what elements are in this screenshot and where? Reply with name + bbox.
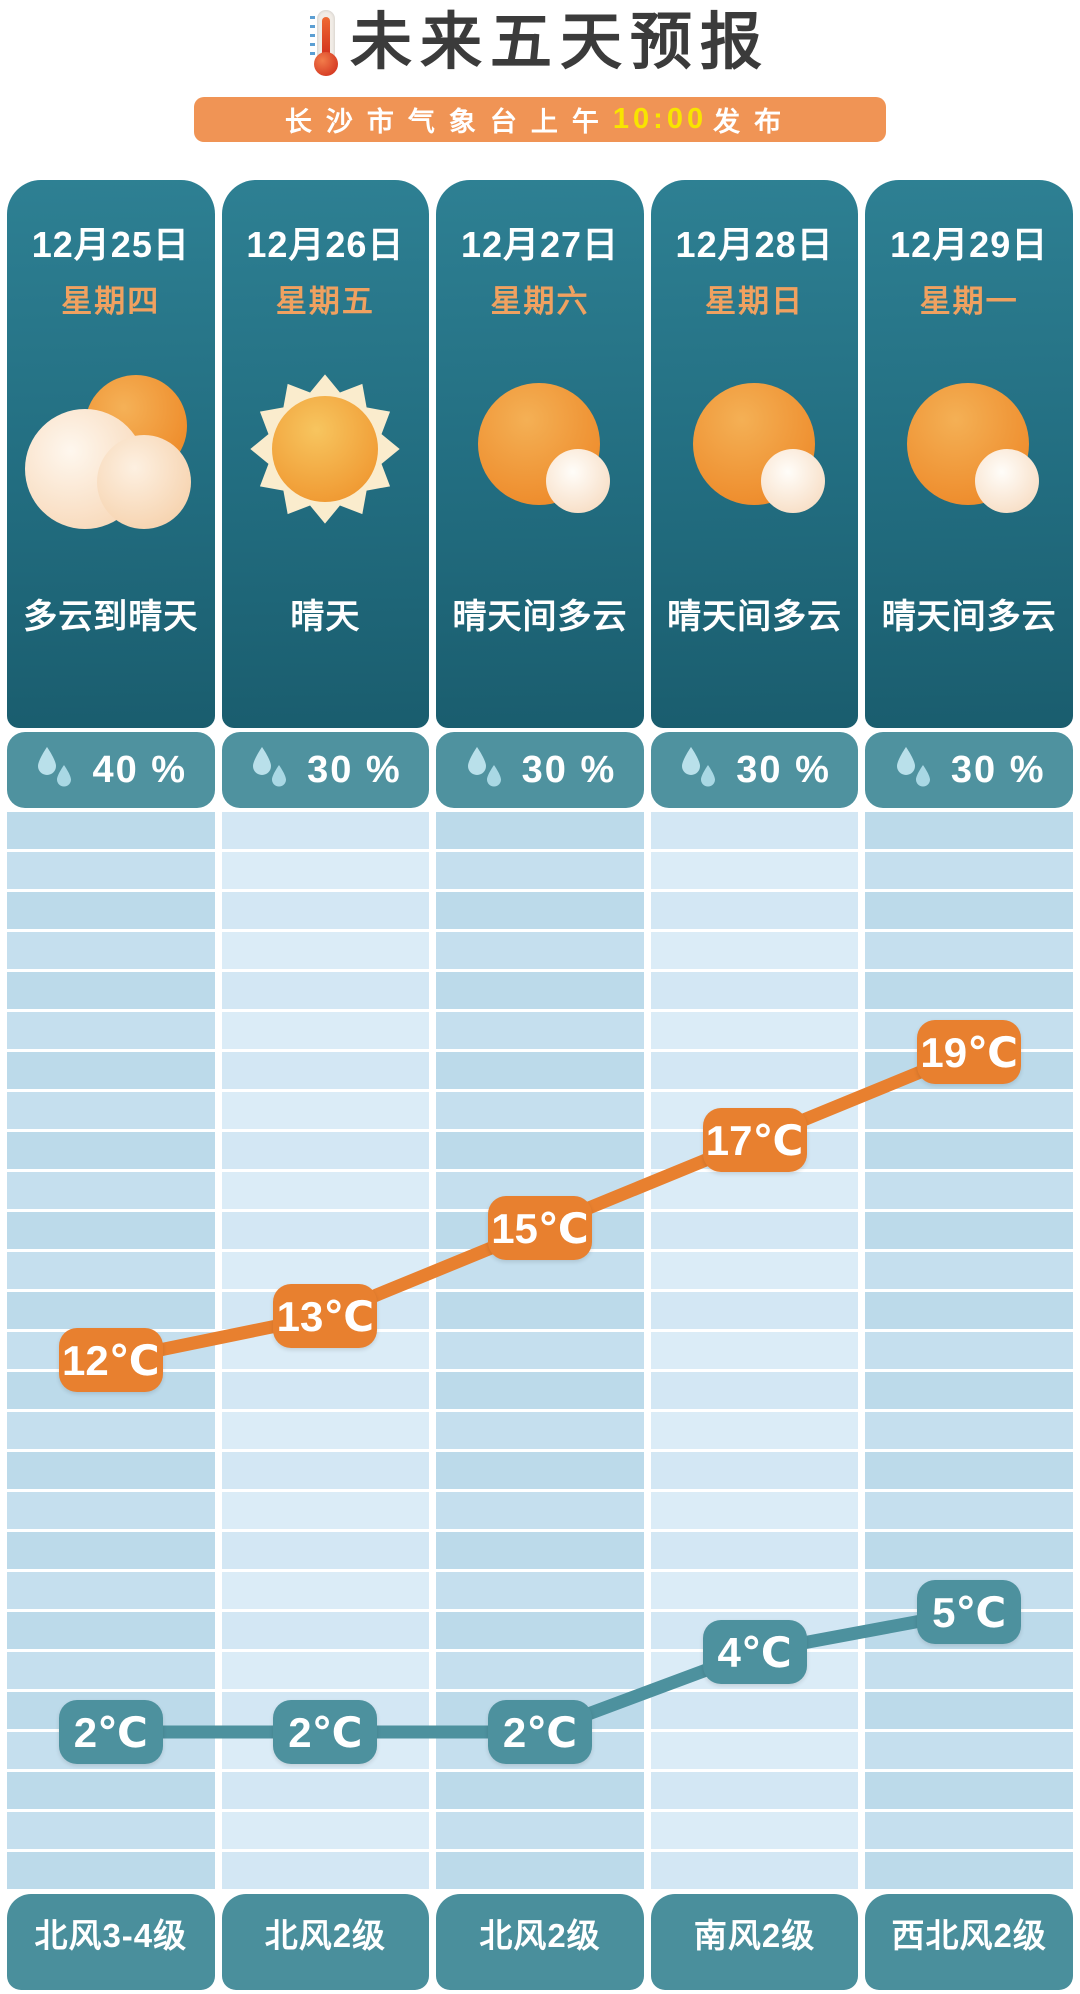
day-weekday: 星期日 xyxy=(705,284,805,319)
wind-value: 北风3-4级 xyxy=(34,1917,188,1954)
low-temp-label: 4℃ xyxy=(702,1620,807,1684)
precipitation-value: 30 % xyxy=(736,748,831,791)
wind-card: 北风2级 xyxy=(221,1894,430,1990)
high-temp-label: 17℃ xyxy=(702,1108,807,1172)
publish-suffix: 发布 xyxy=(713,107,796,137)
sun-small-cloud-icon xyxy=(881,361,1057,537)
sun-small-cloud-icon xyxy=(452,361,628,537)
wind-value: 北风2级 xyxy=(264,1917,387,1954)
raindrop-icon xyxy=(467,747,501,787)
day-date: 12月28日 xyxy=(675,224,834,265)
condition-text: 晴天间多云 xyxy=(881,598,1057,636)
small-cloud-shape xyxy=(975,449,1040,513)
day-card: 12月27日 星期六 晴天间多云 xyxy=(436,180,644,728)
day-card: 12月29日 星期一 晴天间多云 xyxy=(865,180,1073,728)
precipitation-pill: 40 % xyxy=(7,732,215,808)
low-temp-label: 2℃ xyxy=(58,1700,163,1764)
temperature-chart: 12℃ 13℃ 15℃ 17℃ 19℃ 2℃ 2℃ 2℃ 4℃ 5℃ xyxy=(7,812,1073,1892)
day-date: 12月27日 xyxy=(460,224,620,265)
precipitation-value: 40 % xyxy=(92,748,188,791)
publish-time: 10:00 xyxy=(612,103,708,135)
high-temp-label: 12℃ xyxy=(58,1328,163,1392)
wind-card: 西北风2级 xyxy=(865,1894,1073,1990)
day-date: 12月25日 xyxy=(31,224,190,265)
wind-value: 南风2级 xyxy=(693,1917,816,1954)
low-temp-label: 2℃ xyxy=(273,1700,378,1764)
weather-forecast-page: { "header": { "title": "未来五天预报", "banner… xyxy=(0,6,1080,1994)
precipitation-pill: 30 % xyxy=(865,732,1073,808)
small-cloud-shape xyxy=(545,449,610,513)
day-weekday: 星期四 xyxy=(61,284,161,319)
small-cloud-shape xyxy=(760,449,825,513)
high-temp-label: 15℃ xyxy=(488,1196,592,1260)
header: 未来五天预报 xyxy=(0,6,1080,80)
precipitation-value: 30 % xyxy=(307,748,402,791)
low-temp-label: 5℃ xyxy=(917,1580,1022,1644)
wind-card: 北风3-4级 xyxy=(7,1894,215,1990)
condition-text: 晴天间多云 xyxy=(452,598,628,636)
wind-card: 北风2级 xyxy=(436,1894,644,1990)
wind-card: 南风2级 xyxy=(650,1894,859,1990)
chart-column-background xyxy=(865,812,1073,1892)
precipitation-pill: 30 % xyxy=(221,732,430,808)
day-card: 12月28日 星期日 晴天间多云 xyxy=(650,180,859,728)
cloud-shape xyxy=(96,435,191,529)
high-temp-label: 13℃ xyxy=(273,1284,378,1348)
wind-value: 西北风2级 xyxy=(891,1917,1047,1954)
raindrop-icon xyxy=(38,747,72,787)
condition-text: 晴天 xyxy=(290,598,361,636)
day-date: 12月26日 xyxy=(246,224,405,265)
precipitation-pill: 30 % xyxy=(436,732,644,808)
publisher-banner: 长沙市气象台上午 10:00 发布 xyxy=(194,97,886,142)
day-date: 12月29日 xyxy=(890,224,1049,265)
day-weekday: 星期六 xyxy=(490,284,590,319)
precipitation-value: 30 % xyxy=(950,748,1046,791)
raindrop-icon xyxy=(896,747,930,787)
chart-column-background xyxy=(650,812,859,1892)
sun-circle xyxy=(272,396,379,502)
day-weekday: 星期五 xyxy=(275,284,375,319)
sun-small-cloud-icon xyxy=(667,361,843,537)
precipitation-pill: 30 % xyxy=(650,732,859,808)
condition-text: 多云到晴天 xyxy=(23,598,199,636)
precipitation-row: 40 % 30 % 30 % 30 % xyxy=(7,732,1073,808)
wind-row: 北风3-4级 北风2级 北风2级 南风2级 西北风2级 xyxy=(7,1894,1073,1990)
day-card: 12月25日 星期四 多云到晴天 xyxy=(7,180,215,728)
raindrop-icon xyxy=(682,747,716,787)
thermometer-icon xyxy=(309,10,342,76)
day-card: 12月26日 星期五 晴天 xyxy=(221,180,430,728)
wind-value: 北风2级 xyxy=(479,1917,601,1954)
cloud-sun-icon xyxy=(23,361,199,537)
condition-text: 晴天间多云 xyxy=(667,598,843,636)
forecast-columns: 12月25日 星期四 多云到晴天 12月26日 星期五 xyxy=(7,180,1073,728)
page-title: 未来五天预报 xyxy=(349,8,770,77)
day-weekday: 星期一 xyxy=(919,284,1019,319)
sun-icon xyxy=(237,361,413,537)
high-temp-label: 19℃ xyxy=(917,1020,1022,1084)
raindrop-icon xyxy=(253,747,287,787)
publisher-name: 长沙市气象台上午 xyxy=(284,107,613,137)
low-temp-label: 2℃ xyxy=(488,1700,592,1764)
precipitation-value: 30 % xyxy=(521,748,617,791)
